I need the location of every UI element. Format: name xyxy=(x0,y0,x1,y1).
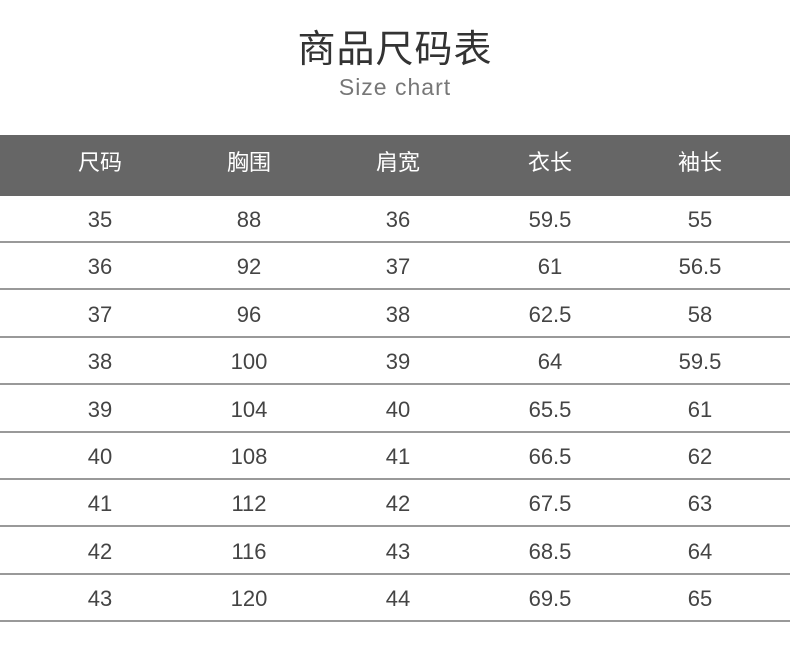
table-cell: 42 xyxy=(87,538,113,564)
table-cell: 42 xyxy=(385,491,411,517)
table-cell: 62.5 xyxy=(528,301,572,327)
table-cell: 39 xyxy=(87,396,113,422)
table-cell: 40 xyxy=(87,444,113,469)
table-cell: 65 xyxy=(687,586,713,612)
table-row: 41 112 42 67.5 63 xyxy=(0,480,790,528)
table-cell: 112 xyxy=(231,491,267,517)
table-row: 39 104 40 65.5 61 xyxy=(0,386,790,433)
table-cell: 55 xyxy=(687,207,713,232)
column-header: 衣长 xyxy=(527,151,572,176)
column-header: 尺码 xyxy=(77,151,122,176)
table-cell: 63 xyxy=(687,491,713,517)
table-cell: 41 xyxy=(87,491,113,517)
table-cell: 68.5 xyxy=(528,538,572,564)
column-header: 胸围 xyxy=(226,151,271,176)
table-row: 36 92 37 61 56.5 xyxy=(0,243,790,291)
table-cell: 43 xyxy=(385,538,411,564)
column-header: 袖长 xyxy=(677,151,722,176)
table-cell: 40 xyxy=(385,396,411,422)
table-row: 42 116 43 68.5 64 xyxy=(0,528,790,575)
table-cell: 69.5 xyxy=(528,586,572,612)
table-row: 40 108 41 66.5 62 xyxy=(0,433,790,480)
table-cell: 36 xyxy=(87,254,113,280)
table-cell: 39 xyxy=(385,349,411,375)
table-cell: 38 xyxy=(87,349,113,375)
table-cell: 59.5 xyxy=(678,349,722,375)
column-header: 肩宽 xyxy=(375,151,420,176)
table-cell: 58 xyxy=(687,301,713,327)
table-row: 43 120 44 69.5 65 xyxy=(0,575,790,623)
table-row: 38 100 39 64 59.5 xyxy=(0,338,790,386)
page-subtitle: Size chart xyxy=(338,74,452,100)
table-cell: 67.5 xyxy=(528,491,572,517)
table-cell: 120 xyxy=(230,586,268,612)
table-cell: 36 xyxy=(385,207,411,232)
table-cell: 35 xyxy=(87,207,113,232)
table-cell: 108 xyxy=(230,444,268,469)
table-cell: 65.5 xyxy=(528,396,572,422)
table-cell: 64 xyxy=(687,538,713,564)
table-cell: 43 xyxy=(87,586,113,612)
table-cell: 37 xyxy=(87,301,113,327)
table-cell: 104 xyxy=(230,396,268,422)
table-cell: 62 xyxy=(687,444,713,469)
table-cell: 59.5 xyxy=(528,207,572,232)
table-cell: 96 xyxy=(236,301,262,327)
table-cell: 61 xyxy=(537,254,563,280)
table-row: 35 88 36 59.5 55 xyxy=(0,196,790,243)
table-header: 尺码 胸围 肩宽 衣长 袖长 xyxy=(0,135,790,196)
table-cell: 41 xyxy=(385,444,411,469)
table-cell: 37 xyxy=(385,254,411,280)
table-cell: 100 xyxy=(230,349,268,375)
table-cell: 61 xyxy=(687,396,713,422)
table-row: 37 96 38 62.5 58 xyxy=(0,291,790,338)
table-cell: 44 xyxy=(385,586,411,612)
table-cell: 38 xyxy=(385,301,411,327)
table-cell: 116 xyxy=(231,538,267,564)
table-cell: 66.5 xyxy=(528,444,572,469)
table-cell: 56.5 xyxy=(678,254,722,280)
page-title: 商品尺码表 xyxy=(297,27,493,71)
table-cell: 88 xyxy=(236,207,262,232)
table-cell: 64 xyxy=(537,349,563,375)
table-cell: 92 xyxy=(236,254,262,280)
